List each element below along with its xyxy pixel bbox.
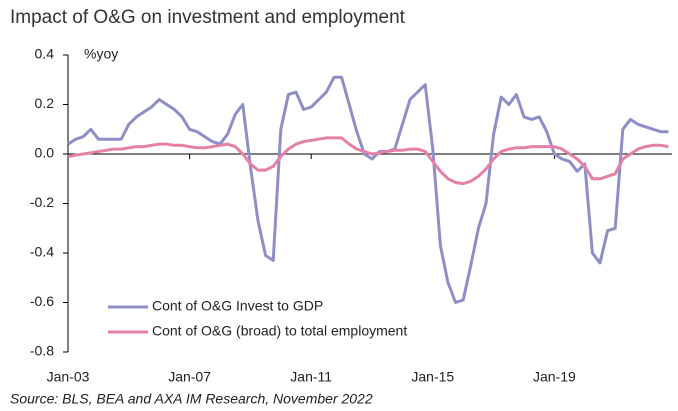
y-axis-label: %yoy (84, 46, 118, 62)
y-tick-label: -0.4 (30, 244, 54, 260)
data-line (67, 136, 669, 186)
data-line (67, 75, 669, 304)
x-tick-label: Jan-11 (290, 369, 332, 385)
x-tick-label: Jan-19 (533, 369, 576, 385)
legend-label: Cont of O&G Invest to GDP (152, 298, 323, 314)
legend-label: Cont of O&G (broad) to total employment (152, 323, 407, 339)
chart-title: Impact of O&G on investment and employme… (10, 7, 406, 28)
y-tick-label: -0.8 (30, 343, 54, 359)
x-tick-label: Jan-03 (47, 369, 90, 385)
x-tick-label: Jan-07 (168, 369, 211, 385)
x-tick-label: Jan-15 (411, 369, 454, 385)
y-tick-label: -0.6 (30, 293, 54, 309)
source-note: Source: BLS, BEA and AXA IM Research, No… (10, 391, 373, 407)
y-tick-label: 0.0 (35, 145, 55, 161)
y-tick-label: 0.4 (35, 46, 55, 62)
y-tick-label: -0.2 (30, 194, 54, 210)
y-tick-label: 0.2 (35, 95, 55, 111)
